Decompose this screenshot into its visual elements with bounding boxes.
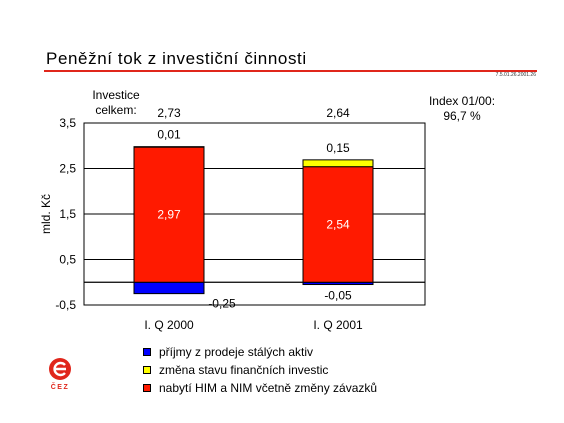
- bar-segment-prijmy: [133, 281, 205, 295]
- y-tick-label: 3,5: [59, 116, 76, 130]
- legend-item: nabytí HIM a NIM včetně změny závazků: [143, 379, 377, 397]
- bar-segment-zmena: [302, 159, 374, 168]
- legend-label: příjmy z prodeje stálých aktiv: [159, 345, 314, 359]
- data-label-prijmy: -0,25: [208, 297, 236, 311]
- data-label-nabyti: 2,97: [157, 208, 181, 222]
- index-label: Index 01/00:: [428, 94, 496, 108]
- investice-celkem-label: Investice celkem:: [92, 88, 140, 117]
- y-tick-label: 1,5: [59, 207, 76, 221]
- data-label-zmena: 0,15: [326, 141, 350, 155]
- data-label-nabyti: 2,54: [326, 217, 350, 231]
- y-axis-label: mld. Kč: [39, 194, 53, 234]
- total-label: 2,73: [157, 106, 181, 120]
- x-tick-label: I. Q 2001: [313, 318, 363, 332]
- y-tick-label: 0,5: [59, 253, 76, 267]
- slide-code: 7.5.01.26.2001.26: [495, 72, 536, 78]
- y-tick-label: -0,5: [55, 298, 76, 312]
- legend-swatch: [143, 366, 151, 374]
- legend-label: nabytí HIM a NIM včetně změny závazků: [159, 381, 378, 395]
- legend-swatch: [143, 384, 151, 392]
- cez-logo: ČEZ: [49, 358, 71, 391]
- legend-label: změna stavu finančních investic: [159, 363, 329, 377]
- legend-item: příjmy z prodeje stálých aktiv: [143, 343, 377, 361]
- bar-segment-nabyti: [302, 166, 374, 283]
- data-label-prijmy: -0,05: [324, 289, 352, 303]
- legend-item: změna stavu finančních investic: [143, 361, 377, 379]
- legend-swatch: [143, 348, 151, 356]
- y-tick-label: 2,5: [59, 162, 76, 176]
- data-label-zmena: 0,01: [157, 128, 181, 142]
- total-label: 2,64: [326, 106, 350, 120]
- slide-title: Peněžní tok z investiční činnosti: [46, 49, 307, 68]
- x-tick-label: I. Q 2000: [144, 318, 194, 332]
- index-value: 96,7 %: [443, 109, 481, 123]
- logo-text: ČEZ: [51, 382, 70, 391]
- index-box: Index 01/00: 96,7 %: [420, 94, 504, 124]
- title-underline: [44, 70, 537, 72]
- bar-segment-nabyti: [133, 146, 205, 283]
- chart-legend: příjmy z prodeje stálých aktiv změna stav…: [143, 343, 377, 397]
